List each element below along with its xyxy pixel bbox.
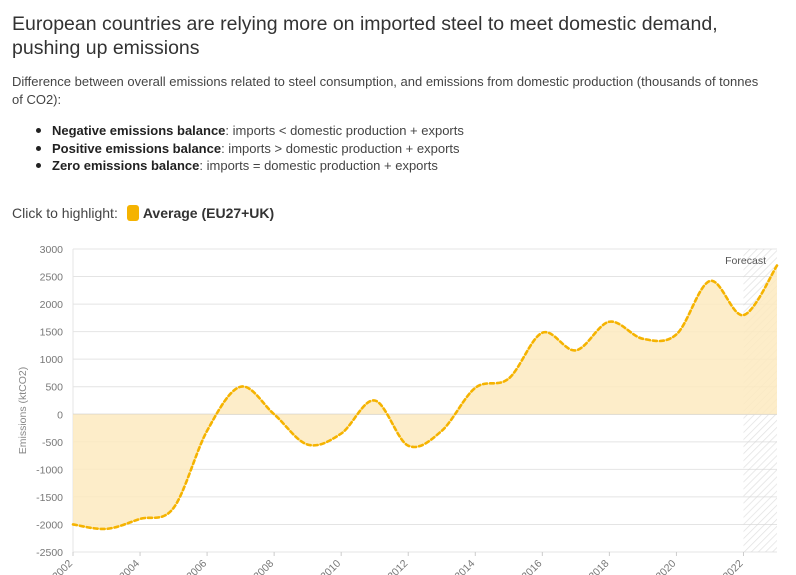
x-tick-label: 2002 [50, 558, 75, 575]
definition-text: : imports < domestic production + export… [225, 123, 464, 138]
x-tick-label: 2018 [586, 558, 611, 575]
y-tick-label: -1500 [36, 492, 63, 504]
chart-title: European countries are relying more on i… [12, 13, 718, 59]
y-axis-label: Emissions (ktCO2) [17, 367, 29, 455]
y-tick-label: 1000 [40, 354, 64, 366]
x-tick-label: 2004 [117, 558, 142, 575]
definition-text: : imports > domestic production + export… [221, 140, 460, 156]
series-average-line[interactable] [71, 264, 779, 531]
x-tick-label: 2020 [654, 558, 679, 575]
y-tick-label: -2000 [36, 519, 63, 531]
x-tick-label: 2006 [184, 558, 209, 575]
axis-labels: Emissions (ktCO2) [17, 367, 29, 455]
y-tick-label: -2500 [36, 547, 63, 559]
y-tick-label: -500 [42, 437, 63, 449]
x-axis-ticks: 2002 2004 2006 2008 2010 2012 2014 2016 2018 2020… [50, 552, 746, 575]
series-line[interactable] [70, 263, 780, 532]
x-tick-label: 2022 [721, 558, 746, 575]
definition-text: : imports = domestic production + export… [199, 158, 438, 173]
y-tick-label: 500 [45, 382, 63, 394]
emissions-area [73, 265, 777, 529]
x-tick-label: 2010 [318, 558, 343, 575]
forecast-label: Forecast [725, 255, 766, 267]
x-tick-label: 2012 [385, 558, 410, 575]
highlight-series-button[interactable]: Average (EU27+UK) [142, 205, 275, 221]
definition-term: Negative emissions balance [52, 123, 226, 138]
highlight-prompt: Click to highlight: [12, 205, 118, 221]
highlight-control: Click to highlight: Average (EU27+UK) [12, 205, 274, 221]
y-tick-label: 1500 [40, 327, 64, 339]
y-axis-ticks: 3000 2500 2000 1500 1000 500 0 -500 -1000 -1500 -2… [36, 244, 63, 559]
definition-positive: Positive emissions balance: imports > do… [34, 140, 464, 158]
x-tick-label: 2014 [452, 558, 477, 575]
y-tick-label: 2000 [40, 299, 64, 311]
emissions-chart: Forecast 3000 2500 2000 1500 1000 500 0 -500 -10… [17, 244, 780, 575]
y-tick-label: 0 [57, 409, 63, 421]
area-fill [73, 265, 777, 529]
y-tick-label: 2500 [40, 272, 64, 284]
definition-negative: Negative emissions balance: imports < do… [34, 122, 464, 140]
y-tick-label: 3000 [40, 244, 64, 256]
chart-subtitle: Difference between overall emissions rel… [12, 74, 759, 107]
x-tick-label: 2016 [519, 558, 544, 575]
y-tick-label: -1000 [36, 464, 63, 476]
definition-zero: Zero emissions balance: imports = domest… [34, 157, 464, 175]
x-tick-label: 2008 [251, 558, 276, 575]
definition-term: Zero emissions balance [52, 158, 200, 173]
definitions-list: Negative emissions balance: imports < do… [34, 122, 464, 175]
series-swatch-icon[interactable] [126, 205, 139, 221]
definition-term: Positive emissions balance [52, 140, 222, 156]
